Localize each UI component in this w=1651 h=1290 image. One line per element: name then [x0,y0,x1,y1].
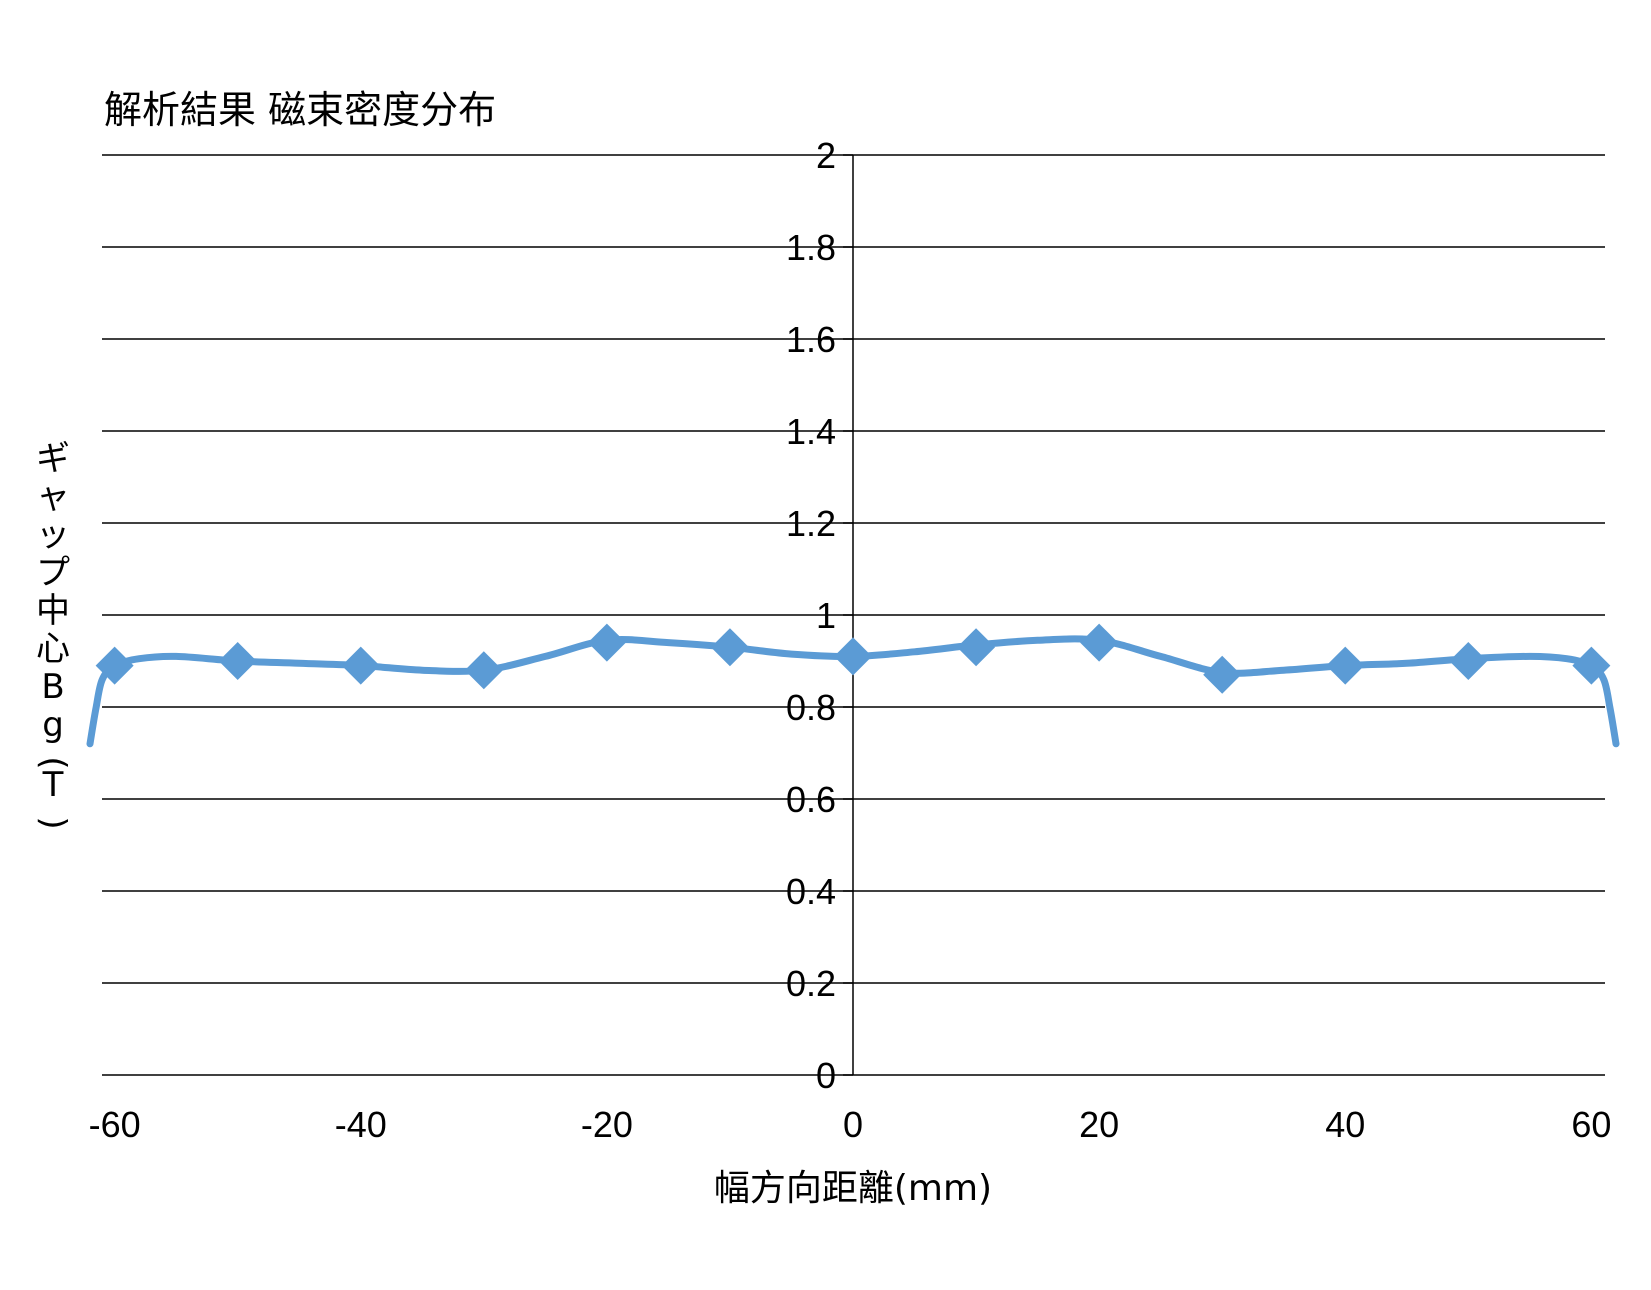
y-axis-label-char: 心 [36,629,70,669]
y-axis-label-char: ) [33,816,73,829]
x-tick-label: -60 [89,1104,141,1145]
data-point-marker [218,642,257,680]
y-tick-label: 0.2 [786,963,836,1004]
data-point-marker [587,623,626,662]
x-tick-label: -20 [581,1104,633,1145]
y-tick-label: 0 [816,1055,836,1096]
data-point-marker [464,651,503,690]
y-tick-label: 1 [816,595,836,636]
data-point-marker [1449,642,1488,680]
y-tick-label: 1.6 [786,319,836,360]
series-group [86,623,1620,748]
chart-title: 解析結果 磁束密度分布 [104,88,496,132]
y-axis-label-char: プ [36,553,70,593]
y-axis-label-char: ( [33,756,73,769]
y-tick-label: 0.8 [786,687,836,728]
y-axis-label-char: g [42,705,64,745]
data-point-marker [1572,646,1611,685]
y-tick-label: 1.8 [786,227,836,268]
y-tick-label: 2 [816,135,836,176]
x-tick-label: 20 [1079,1104,1119,1145]
data-point-marker [957,628,996,667]
y-axis-label-char: ャ [36,477,70,517]
x-tick-labels: -60 -40 -20 0 20 40 60 [89,1104,1612,1145]
data-point-marker [710,628,749,667]
x-axis-label: 幅方向距離(mm) [714,1168,992,1209]
y-tick-label: 1.2 [786,503,836,544]
data-point-marker [95,646,134,685]
data-point-marker [1080,623,1119,662]
y-axis-label-char: 中 [36,591,70,631]
data-point-marker [1326,646,1365,685]
y-axis-label-char: ギ [36,439,70,479]
data-point-marker [341,646,380,685]
y-tick-labels: 0 0.2 0.4 0.6 0.8 1 1.2 1.4 1.6 1.8 2 [786,135,836,1096]
x-tick-label: 60 [1571,1104,1611,1145]
y-tick-label: 0.4 [786,871,836,912]
y-axis-label-char: T [42,765,64,805]
y-tick-label: 1.4 [786,411,836,452]
x-tick-label: 40 [1325,1104,1365,1145]
x-tick-label: -40 [335,1104,387,1145]
y-axis-label-char: B [41,667,64,707]
data-point-marker [1203,655,1242,694]
x-tick-label: 0 [843,1104,863,1145]
y-tick-label: 0.6 [786,779,836,820]
data-point-marker [834,637,872,676]
y-axis-label-char: ッ [36,515,70,555]
